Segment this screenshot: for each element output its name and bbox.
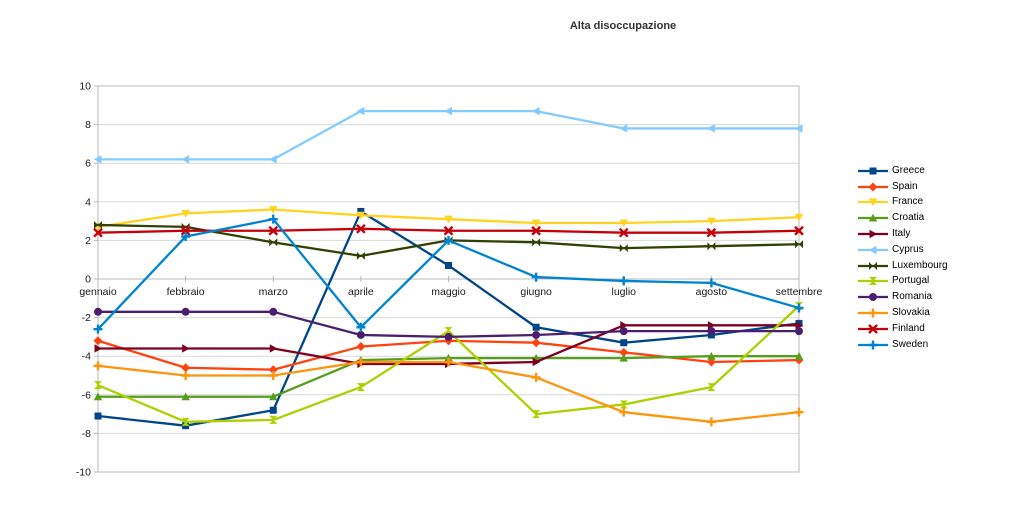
legend-label-italy: Italy — [892, 228, 911, 240]
italy-marker-icon — [858, 229, 888, 239]
sweden-marker-icon — [858, 340, 888, 350]
legend-label-spain: Spain — [892, 180, 918, 192]
legend-label-france: France — [892, 196, 924, 208]
y-axis-tick-label: 6 — [85, 158, 91, 170]
x-axis-month-label: febbraio — [167, 286, 205, 298]
x-axis-month-label: settembre — [776, 286, 823, 298]
legend-label-romania: Romania — [892, 291, 933, 303]
x-axis-month-label: aprile — [348, 286, 374, 298]
portugal-marker-icon — [858, 277, 888, 286]
luxembourg-marker-icon — [858, 261, 888, 270]
legend-item-finland: Finland — [857, 321, 948, 337]
legend-label-finland: Finland — [892, 322, 925, 334]
chart-title: Alta disoccupazione — [569, 20, 677, 32]
x-axis-month-label: marzo — [259, 286, 288, 298]
romania-marker-icon — [858, 293, 888, 302]
legend-label-cyprus: Cyprus — [892, 243, 924, 255]
y-axis-tick-label: 10 — [79, 81, 91, 93]
spain-marker-icon — [858, 182, 888, 192]
legend-label-sweden: Sweden — [892, 338, 929, 350]
series-markers-romania — [94, 307, 803, 341]
x-axis-month-label: maggio — [431, 286, 466, 298]
slovakia-marker-icon — [858, 308, 888, 318]
legend: Greece Spain France Croatia Italy Cyprus Luxem… — [857, 163, 948, 353]
finland-marker-icon — [858, 324, 888, 334]
legend-item-spain: Spain — [857, 179, 948, 195]
legend-item-cyprus: Cyprus — [857, 242, 948, 258]
series-line-cyprus — [96, 109, 801, 161]
y-axis-tick-label: 2 — [85, 235, 91, 247]
france-marker-icon — [858, 198, 888, 207]
y-axis-tick-label: 0 — [85, 274, 91, 286]
y-axis-tick-label: -8 — [82, 428, 91, 440]
series-markers-france — [93, 206, 804, 232]
legend-label-greece: Greece — [892, 164, 925, 176]
legend-item-greece: Greece — [857, 163, 948, 179]
series-line-slovakia — [96, 360, 801, 423]
x-axis-month-label: agosto — [696, 286, 728, 298]
series-markers-cyprus — [93, 106, 803, 164]
cyprus-marker-icon — [858, 245, 888, 255]
legend-label-portugal: Portugal — [892, 275, 930, 287]
legend-item-romania: Romania — [857, 289, 948, 305]
series-markers-finland — [93, 223, 804, 238]
legend-item-luxembourg: Luxembourg — [857, 258, 948, 274]
y-axis-tick-label: -10 — [76, 467, 91, 479]
greece-marker-icon — [858, 167, 888, 175]
series-markers-portugal — [94, 302, 803, 426]
x-axis-month-label: gennaio — [79, 286, 117, 298]
legend-item-france: France — [857, 195, 948, 211]
series-markers-spain — [93, 336, 804, 375]
legend-item-italy: Italy — [857, 226, 948, 242]
legend-label-croatia: Croatia — [892, 212, 925, 224]
y-axis-tick-label: -4 — [82, 351, 91, 363]
x-axis-month-label: giugno — [520, 286, 552, 298]
series-markers-slovakia — [93, 357, 804, 427]
x-axis-month-label: luglio — [611, 286, 636, 298]
legend-item-portugal: Portugal — [857, 274, 948, 290]
series-markers-sweden — [93, 214, 804, 334]
y-axis-tick-label: -6 — [82, 389, 91, 401]
y-axis-tick-label: 4 — [85, 196, 91, 208]
legend-label-luxembourg: Luxembourg — [892, 259, 948, 271]
legend-label-slovakia: Slovakia — [892, 307, 930, 319]
y-axis-tick-label: -2 — [82, 312, 91, 324]
croatia-marker-icon — [858, 214, 888, 222]
legend-item-sweden: Sweden — [857, 337, 948, 353]
y-axis-tick-label: 8 — [85, 119, 91, 131]
legend-item-slovakia: Slovakia — [857, 305, 948, 321]
legend-item-croatia: Croatia — [857, 210, 948, 226]
